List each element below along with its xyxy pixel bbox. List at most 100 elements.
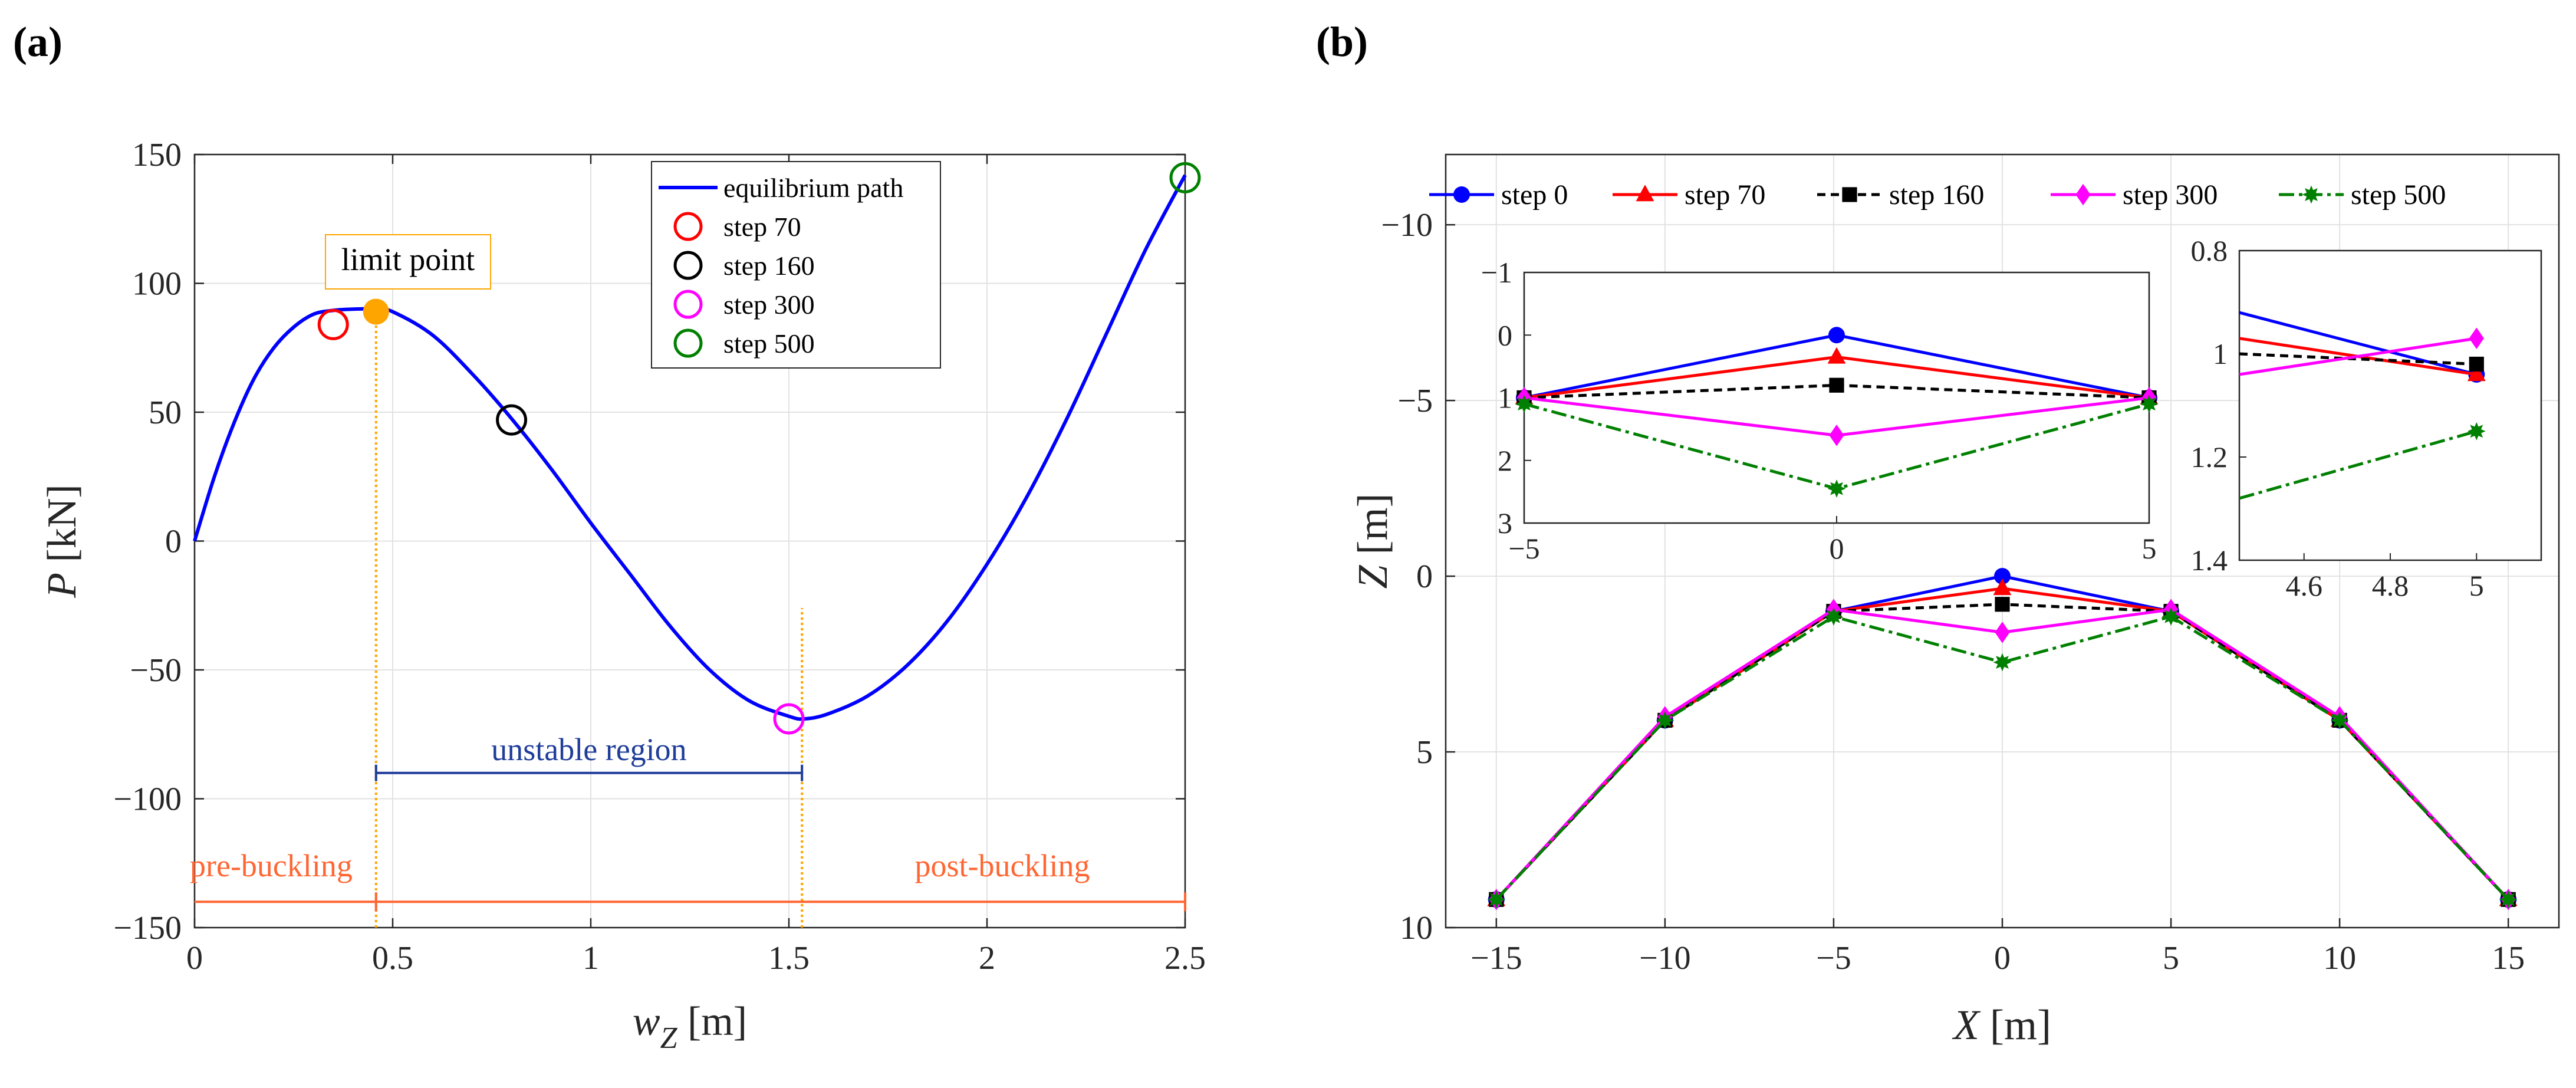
inset-series-marker [2469, 356, 2484, 372]
series-marker-step-0 [1994, 568, 2011, 585]
y-axis-label: P [kN] [40, 484, 85, 598]
x-tick-label: −15 [1470, 940, 1522, 977]
x-axis-label: X [m] [1952, 1001, 2051, 1048]
x-axis-label-unit: [m] [677, 999, 748, 1044]
y-tick-label: −100 [113, 781, 182, 818]
legend-circle-swatch [673, 212, 703, 241]
series-marker-step-500 [2162, 607, 2180, 626]
legend-label: step 70 [1685, 179, 1765, 211]
inset-x-tick-label: −5 [1508, 532, 1539, 565]
y-tick-label: 0 [165, 524, 182, 560]
y-axis-label-unit: [kN] [40, 484, 85, 562]
inset-series-marker [2467, 422, 2486, 441]
step-marker [773, 703, 805, 735]
inset-y-tick-label: 3 [1498, 507, 1512, 540]
legend-label: step 0 [1501, 179, 1568, 211]
series-marker-step-500 [1824, 607, 1843, 626]
x-tick-label: −10 [1639, 940, 1691, 977]
y-tick-label: 100 [132, 266, 182, 303]
inset-series-marker [1829, 377, 1844, 393]
y-tick-label: −5 [1397, 383, 1433, 419]
series-marker-step-500 [1656, 711, 1674, 729]
y-axis-label-unit: [m] [1349, 493, 1396, 565]
legend-label: step 300 [723, 290, 815, 320]
inset-y-tick-label: 0.8 [2191, 234, 2228, 267]
step-marker [317, 308, 349, 340]
x-tick-label: −5 [1816, 940, 1851, 977]
x-axis-label-symbol: w [633, 999, 660, 1044]
inset-y-tick-label: −1 [1481, 256, 1512, 289]
inset-series-marker [1827, 347, 1846, 364]
series-marker-step-500 [2330, 711, 2349, 729]
legend-marker-swatch [1453, 186, 1470, 203]
legend-circle-swatch [673, 290, 703, 319]
y-tick-label: 50 [149, 395, 182, 431]
x-tick-label: 10 [2323, 940, 2356, 977]
series-marker-step-500 [2499, 890, 2518, 909]
inset-series-marker [1828, 327, 1845, 344]
inset-y-tick-label: 1.2 [2191, 441, 2228, 474]
x-tick-label: 0.5 [372, 940, 413, 977]
y-tick-label: 0 [1416, 558, 1433, 595]
legend-marker-swatch [2075, 183, 2091, 206]
inset-x-tick-label: 4.6 [2285, 569, 2322, 602]
inset-x-tick-label: 4.8 [2372, 569, 2409, 602]
unstable-region-label: unstable region [491, 732, 686, 767]
x-tick-label: 0 [1994, 940, 2011, 977]
y-axis-label-symbol: P [40, 573, 85, 599]
inset-x-tick-label: 0 [1830, 532, 1844, 565]
legend-label: equilibrium path [723, 173, 903, 203]
legend-label: step 160 [1889, 179, 1984, 211]
step-marker [496, 404, 528, 436]
inset-series-marker [1827, 479, 1846, 498]
legend-label: step 500 [723, 328, 815, 359]
inset-x-tick-label: 5 [2469, 569, 2484, 602]
x-axis-label: wZ [m] [633, 999, 747, 1055]
step-marker [1169, 162, 1201, 193]
inset-y-tick-label: 1 [1498, 382, 1512, 415]
x-tick-label: 2 [979, 940, 995, 977]
y-tick-label: −50 [130, 652, 182, 689]
legend-marker-swatch [1636, 185, 1654, 202]
panel-a: (a) 0 0.5 1 1.5 2 2.5 150 100 50 0 −50 −100 −150 wZ [m… [13, 18, 1206, 1055]
y-tick-label: 150 [132, 137, 182, 173]
series-marker-step-300 [1995, 622, 2010, 643]
inset-y-tick-label: 1 [2213, 337, 2228, 370]
limit-point-label: limit point [341, 242, 475, 277]
legend-marker-swatch [2302, 185, 2321, 204]
post-buckling-label: post-buckling [915, 848, 1090, 883]
legend-circle-swatch [673, 251, 703, 280]
y-axis-label: Z [m] [1349, 493, 1396, 589]
series-marker-step-70 [1993, 578, 2012, 596]
inset-series-line [2239, 311, 2477, 376]
inset-y-tick-label: 0 [1498, 318, 1512, 351]
inset-x-tick-label: 5 [2142, 532, 2157, 565]
x-axis-label-unit: [m] [1979, 1001, 2051, 1048]
inset-y-tick-label: 1.4 [2191, 544, 2228, 577]
panel-label-a: (a) [13, 18, 62, 65]
pre-buckling-label: pre-buckling [190, 848, 353, 883]
x-tick-label: 2.5 [1164, 940, 1206, 977]
equilibrium-path-line [193, 174, 1187, 721]
x-tick-label: 1 [583, 940, 599, 977]
limit-point-box [325, 234, 491, 290]
legend-label: step 500 [2351, 179, 2446, 211]
inset-series-line [2239, 429, 2477, 500]
x-tick-label: 5 [2163, 940, 2179, 977]
x-axis-label-subscript: Z [660, 1021, 678, 1055]
inset-series-marker [2140, 395, 2159, 413]
x-tick-label: 0 [186, 940, 203, 977]
legend-label: step 70 [723, 212, 801, 242]
inset-series-line [2239, 352, 2477, 366]
inset-series-marker [1829, 425, 1844, 446]
y-axis-label-symbol: Z [1349, 565, 1396, 589]
inset-y-tick-label: 2 [1498, 444, 1512, 477]
y-axis-label-gap [40, 562, 85, 573]
y-tick-label: −10 [1381, 207, 1433, 244]
y-tick-label: −150 [113, 910, 182, 946]
inset-left: −5 0 5 −1 0 1 2 3 [1481, 256, 2159, 565]
legend-label: step 160 [723, 251, 815, 281]
panel-label-b: (b) [1316, 18, 1368, 65]
